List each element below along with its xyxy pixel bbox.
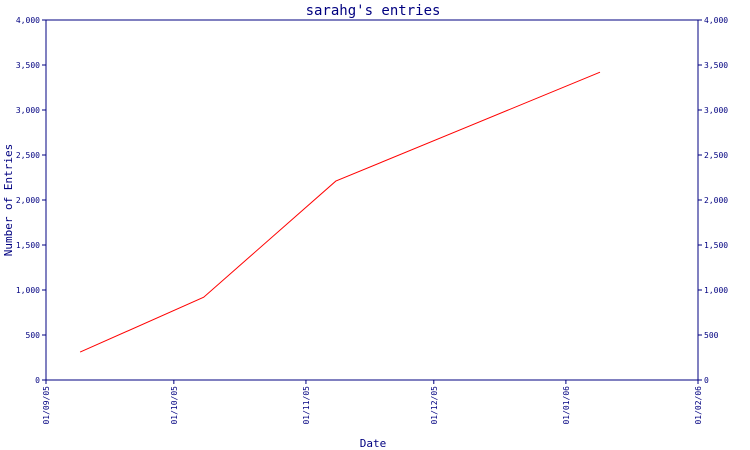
y-tick-label-right: 4,000 bbox=[704, 16, 728, 25]
y-tick-label-right: 1,000 bbox=[704, 286, 728, 295]
y-tick-label-right: 2,500 bbox=[704, 151, 728, 160]
chart-title: sarahg's entries bbox=[306, 3, 441, 19]
series-line bbox=[79, 71, 601, 353]
x-tick-label: 01/01/06 bbox=[562, 386, 571, 425]
y-tick-label-right: 3,000 bbox=[704, 106, 728, 115]
y-tick-label-left: 1,500 bbox=[16, 241, 40, 250]
x-tick-label: 01/12/05 bbox=[430, 386, 439, 425]
y-tick-label-left: 0 bbox=[35, 376, 40, 385]
x-tick-label: 01/11/05 bbox=[302, 386, 311, 425]
x-tick-label: 01/10/05 bbox=[170, 386, 179, 425]
y-tick-label-right: 500 bbox=[704, 331, 719, 340]
y-tick-label-left: 1,000 bbox=[16, 286, 40, 295]
plot-frame bbox=[45, 19, 699, 381]
y-tick-label-left: 4,000 bbox=[16, 16, 40, 25]
y-tick-label-left: 3,500 bbox=[16, 61, 40, 70]
y-tick-label-right: 2,000 bbox=[704, 196, 728, 205]
x-tick-label: 01/09/05 bbox=[42, 386, 51, 425]
y-tick-label-right: 1,500 bbox=[704, 241, 728, 250]
y-tick-label-left: 2,500 bbox=[16, 151, 40, 160]
y-tick-label-left: 2,000 bbox=[16, 196, 40, 205]
x-tick-label: 01/02/06 bbox=[694, 386, 703, 425]
plot-area bbox=[79, 71, 601, 353]
x-axis-label: Date bbox=[360, 437, 387, 450]
y-axis-label: Number of Entries bbox=[2, 144, 15, 257]
y-tick-label-left: 500 bbox=[26, 331, 41, 340]
y-tick-label-right: 3,500 bbox=[704, 61, 728, 70]
y-tick-label-left: 3,000 bbox=[16, 106, 40, 115]
axes: 0 0 500 500 1,000 1,000 1,500 1,500 2,000 2,000 2,… bbox=[16, 16, 728, 425]
y-tick-label-right: 0 bbox=[704, 376, 709, 385]
